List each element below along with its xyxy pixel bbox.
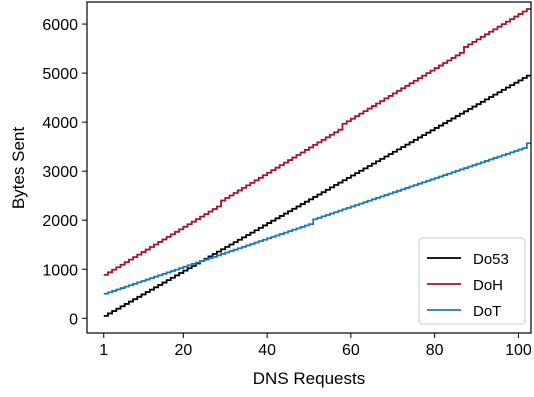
- series-line-dot: [103, 142, 531, 295]
- x-tick-label: 40: [258, 342, 276, 359]
- x-tick-label: 60: [342, 342, 360, 359]
- y-tick-label: 1000: [42, 262, 78, 279]
- legend-label-dot: DoT: [473, 303, 501, 320]
- y-tick-label: 0: [69, 311, 78, 328]
- y-tick-label: 2000: [42, 213, 78, 230]
- x-tick-label: 100: [505, 342, 532, 359]
- series-line-doh: [103, 8, 531, 276]
- x-axis: 1 20 40 60 80 100: [99, 333, 532, 359]
- x-tick-label: 1: [99, 342, 108, 359]
- x-axis-label: DNS Requests: [253, 369, 365, 388]
- legend: Do53 DoH DoT: [418, 237, 526, 325]
- y-axis: 0 1000 2000 3000 4000 5000 6000: [42, 17, 87, 328]
- series-line-do53: [103, 74, 531, 317]
- y-axis-label: Bytes Sent: [9, 127, 28, 209]
- legend-label-do53: Do53: [473, 251, 509, 268]
- legend-label-doh: DoH: [473, 277, 503, 294]
- series-layer: [103, 8, 531, 317]
- y-tick-label: 6000: [42, 17, 78, 34]
- legend-box: [418, 237, 526, 325]
- y-tick-label: 5000: [42, 66, 78, 83]
- x-tick-label: 20: [174, 342, 192, 359]
- x-tick-label: 80: [426, 342, 444, 359]
- y-tick-label: 3000: [42, 164, 78, 181]
- y-tick-label: 4000: [42, 115, 78, 132]
- plot-frame: [86, 1, 532, 334]
